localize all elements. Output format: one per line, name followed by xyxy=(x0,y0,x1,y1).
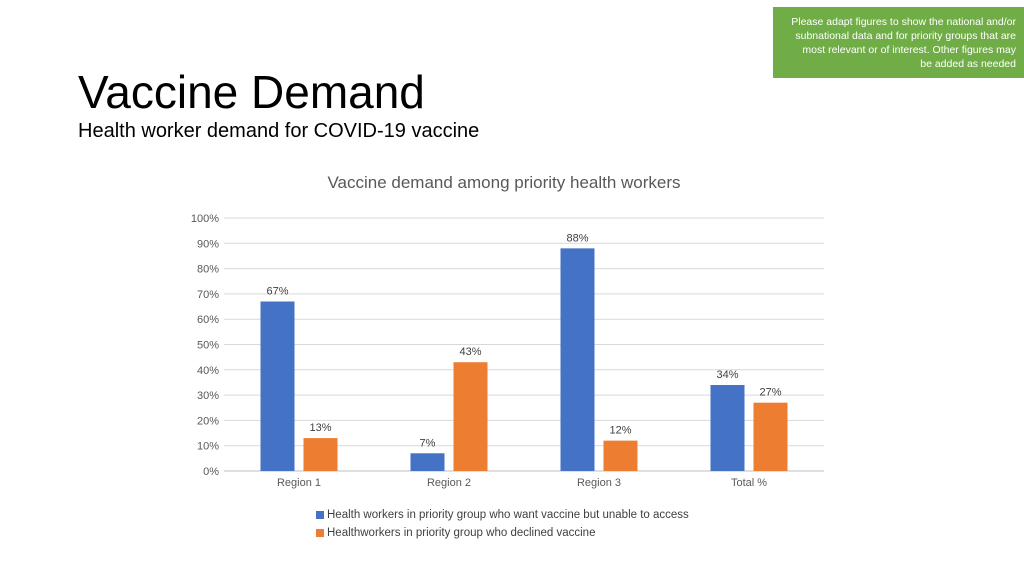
bar-series-1 xyxy=(560,248,595,471)
data-label: 13% xyxy=(309,422,331,434)
y-tick-label: 0% xyxy=(203,466,219,478)
bar-series-1 xyxy=(260,301,295,471)
y-tick-label: 20% xyxy=(197,415,219,427)
x-tick-label: Region 3 xyxy=(577,477,621,489)
data-label: 43% xyxy=(459,346,481,358)
data-label: 27% xyxy=(759,387,781,399)
y-tick-label: 10% xyxy=(197,441,219,453)
slide-title: Vaccine Demand xyxy=(78,66,425,118)
chart-title: Vaccine demand among priority health wor… xyxy=(327,173,681,192)
x-tick-label: Total % xyxy=(731,477,767,489)
legend-swatch-series-2 xyxy=(316,529,324,537)
slide-subtitle: Health worker demand for COVID-19 vaccin… xyxy=(78,120,480,142)
y-tick-label: 100% xyxy=(191,213,219,225)
bar-series-1 xyxy=(710,384,745,471)
y-tick-label: 50% xyxy=(197,340,219,352)
x-tick-label: Region 1 xyxy=(277,477,321,489)
data-label: 7% xyxy=(420,437,436,449)
legend-label-series-2: Healthworkers in priority group who decl… xyxy=(327,527,596,539)
bar-series-2 xyxy=(753,402,788,471)
bar-series-2 xyxy=(603,440,638,471)
data-label: 12% xyxy=(609,425,631,437)
note-line: be added as needed xyxy=(920,58,1016,70)
legend-swatch-series-1 xyxy=(316,511,324,519)
y-tick-label: 40% xyxy=(197,365,219,377)
legend-item-series-2: Healthworkers in priority group who decl… xyxy=(316,524,689,542)
legend-item-series-1: Health workers in priority group who wan… xyxy=(316,506,689,524)
note-line: most relevant or of interest. Other figu… xyxy=(802,44,1016,56)
bar-series-1 xyxy=(410,453,445,471)
y-tick-label: 30% xyxy=(197,390,219,402)
bar-series-2 xyxy=(303,438,338,471)
note-line: Please adapt figures to show the nationa… xyxy=(791,16,1016,28)
data-label: 34% xyxy=(716,369,738,381)
y-tick-label: 60% xyxy=(197,314,219,326)
instruction-note: Please adapt figures to show the nationa… xyxy=(773,7,1024,78)
bar-series-2 xyxy=(453,362,488,471)
y-tick-label: 80% xyxy=(197,264,219,276)
y-tick-label: 90% xyxy=(197,238,219,250)
note-line: subnational data and for priority groups… xyxy=(795,30,1016,42)
legend-label-series-1: Health workers in priority group who wan… xyxy=(327,509,689,521)
data-label: 88% xyxy=(566,232,588,244)
y-tick-label: 70% xyxy=(197,289,219,301)
x-tick-label: Region 2 xyxy=(427,477,471,489)
data-label: 67% xyxy=(266,285,288,297)
chart-legend: Health workers in priority group who wan… xyxy=(316,506,689,542)
